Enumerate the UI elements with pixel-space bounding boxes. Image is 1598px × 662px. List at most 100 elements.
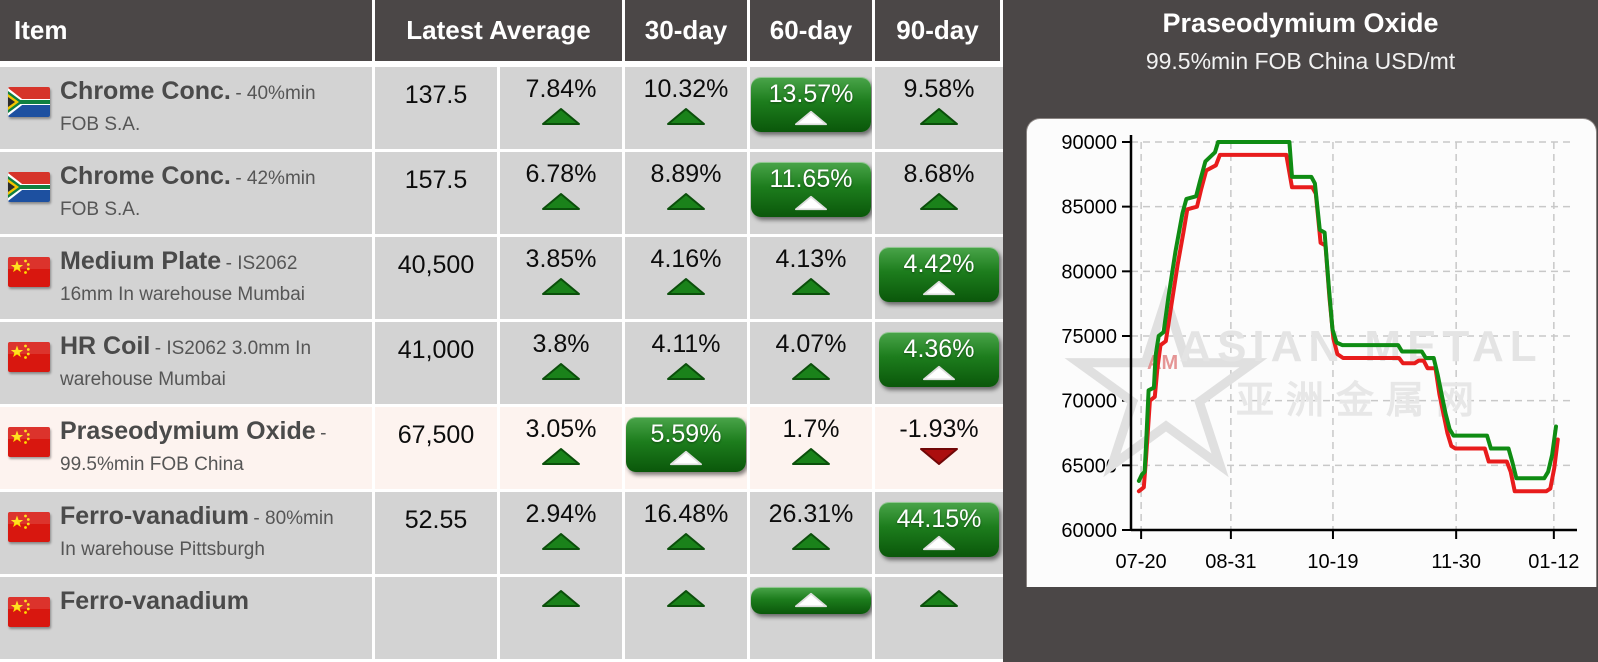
change-percent: 3.85%	[525, 245, 597, 273]
item-desc: In warehouse Pittsburgh	[60, 539, 265, 560]
change-30-day	[622, 577, 747, 659]
change-percent: 44.15%	[896, 505, 982, 533]
up-triangle-icon	[923, 365, 955, 380]
item-cell[interactable]: Ferro-vanadium	[0, 577, 372, 659]
item-spec: - IS2062	[225, 253, 298, 274]
change-60-day	[747, 577, 872, 659]
svg-text:08-31: 08-31	[1205, 551, 1256, 573]
svg-text:70000: 70000	[1061, 391, 1117, 413]
up-triangle-icon	[795, 592, 827, 608]
country-flag-icon	[8, 257, 50, 287]
change-percent: 10.32%	[643, 75, 729, 103]
up-triangle-icon	[666, 277, 705, 295]
change-60-day: 13.57%	[747, 67, 872, 149]
change-percent: 26.31%	[768, 500, 854, 528]
change-90-day: 4.36%	[872, 322, 1003, 404]
change-percent: 16.48%	[643, 500, 729, 528]
country-flag-icon	[8, 427, 50, 457]
item-cell[interactable]: Chrome Conc. - 40%min FOB S.A.	[0, 67, 372, 149]
latest-average-change: 3.8%	[497, 322, 622, 404]
item-cell[interactable]: Ferro-vanadium - 80%min In warehouse Pit…	[0, 492, 372, 574]
highlight-change-badge: 4.36%	[879, 332, 999, 387]
change-90-day: 44.15%	[872, 492, 1003, 574]
price-table: Item Latest Average 30-day 60-day 90-day…	[0, 0, 1003, 662]
country-flag-icon	[8, 512, 50, 542]
up-triangle-icon	[791, 362, 830, 380]
item-cell[interactable]: Medium Plate - IS2062 16mm In warehouse …	[0, 237, 372, 319]
china-flag-icon	[8, 427, 50, 457]
header-latest-average: Latest Average	[372, 0, 622, 61]
up-triangle-icon	[666, 107, 705, 125]
change-30-day: 4.16%	[622, 237, 747, 319]
item-desc: 16mm In warehouse Mumbai	[60, 284, 305, 305]
change-percent: 4.42%	[903, 250, 975, 278]
change-percent: 3.8%	[532, 330, 590, 358]
up-triangle-icon	[923, 280, 955, 295]
item-spec: - 42%min	[235, 168, 316, 189]
up-triangle-icon	[542, 590, 580, 607]
svg-text:80000: 80000	[1061, 261, 1117, 283]
change-90-day	[872, 577, 1003, 659]
change-60-day: 11.65%	[747, 152, 872, 234]
china-flag-icon	[8, 257, 50, 287]
change-30-day: 5.59%	[622, 407, 747, 489]
header-60-day: 60-day	[747, 0, 872, 61]
latest-average-change: 7.84%	[497, 67, 622, 149]
up-triangle-icon	[666, 532, 705, 550]
change-percent: 1.7%	[782, 415, 840, 443]
item-spec: -	[320, 423, 327, 444]
item-name: Ferro-vanadium	[60, 587, 249, 615]
china-flag-icon	[8, 342, 50, 372]
watermark-star-icon	[1064, 284, 1268, 478]
item-cell[interactable]: HR Coil - IS2062 3.0mm In warehouse Mumb…	[0, 322, 372, 404]
item-cell[interactable]: Praseodymium Oxide - 99.5%min FOB China	[0, 407, 372, 489]
up-triangle-icon	[541, 447, 580, 465]
latest-average-change: 3.85%	[497, 237, 622, 319]
latest-average-change: 6.78%	[497, 152, 622, 234]
change-percent: 6.78%	[525, 160, 597, 188]
change-percent: 2.94%	[525, 500, 597, 528]
item-spec: - 40%min	[235, 83, 316, 104]
country-flag-icon	[8, 172, 50, 202]
item-name: Praseodymium Oxide	[60, 417, 316, 445]
svg-text:90000: 90000	[1061, 132, 1117, 154]
change-percent: 4.16%	[650, 245, 722, 273]
svg-text:01-12: 01-12	[1528, 551, 1579, 573]
up-triangle-icon	[541, 192, 580, 210]
item-cell[interactable]: Chrome Conc. - 42%min FOB S.A.	[0, 152, 372, 234]
up-triangle-icon	[667, 362, 705, 380]
table-row: HR Coil - IS2062 3.0mm In warehouse Mumb…	[0, 322, 1003, 407]
highlight-change-badge: 11.65%	[751, 162, 871, 217]
table-row: Chrome Conc. - 42%min FOB S.A. 157.5 6.7…	[0, 152, 1003, 237]
chart-subtitle: 99.5%min FOB China USD/mt	[1145, 48, 1456, 74]
item-desc: FOB S.A.	[60, 199, 141, 220]
svg-text:10-19: 10-19	[1307, 551, 1358, 573]
item-desc: 99.5%min FOB China	[60, 454, 244, 475]
south-africa-flag-icon	[8, 87, 50, 117]
change-percent: 13.57%	[768, 80, 854, 108]
latest-average-value	[372, 577, 497, 659]
highlight-change-badge	[751, 587, 871, 614]
item-name: HR Coil	[60, 332, 151, 360]
change-percent: 4.13%	[775, 245, 847, 273]
svg-text:亚洲金属网: 亚洲金属网	[1236, 379, 1486, 422]
china-flag-icon	[8, 512, 50, 542]
up-triangle-icon	[791, 277, 830, 295]
change-90-day: -1.93%	[872, 407, 1003, 489]
latest-average-value: 41,000	[372, 322, 497, 404]
up-triangle-icon	[670, 450, 702, 465]
up-triangle-icon	[919, 192, 958, 210]
highlight-change-badge: 44.15%	[879, 502, 999, 557]
item-spec: - IS2062 3.0mm In	[154, 338, 312, 359]
change-percent: 5.59%	[650, 420, 722, 448]
table-row: Medium Plate - IS2062 16mm In warehouse …	[0, 237, 1003, 322]
change-30-day: 8.89%	[622, 152, 747, 234]
change-percent: 8.68%	[903, 160, 975, 188]
price-chart: 60000 65000 70000 75000 80000 85000 90000 07-20…	[1061, 132, 1579, 573]
header-item: Item	[14, 15, 68, 45]
change-percent: -1.93%	[899, 415, 979, 443]
up-triangle-icon	[791, 532, 830, 550]
change-30-day: 16.48%	[622, 492, 747, 574]
svg-text:65000: 65000	[1061, 455, 1117, 477]
up-triangle-icon	[791, 447, 830, 465]
